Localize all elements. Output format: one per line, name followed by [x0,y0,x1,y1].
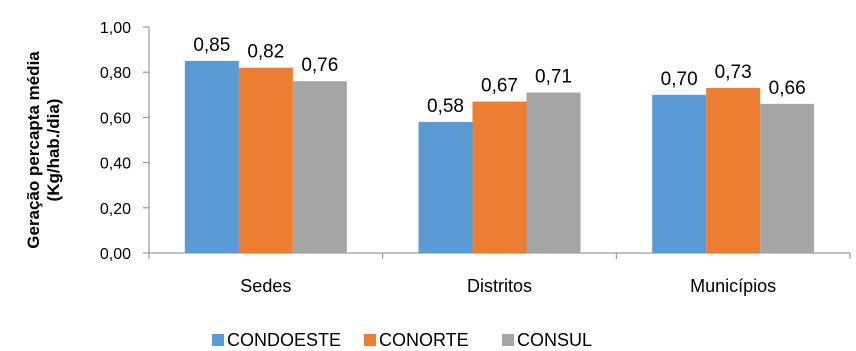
bar-conorte-0 [238,67,293,254]
bars: 0,85 0,82 0,76 Sedes 0,58 0,67 0,71 Distritos 0,… [184,35,815,296]
bar-condoeste-2 [652,94,707,253]
y-axis-label-line1: Geração percapta média [24,51,43,249]
y-tick-label: 0,80 [100,65,131,82]
data-label: 0,76 [301,55,338,76]
legend-swatch-condoeste [212,334,224,346]
bar-conorte-2 [706,88,761,254]
y-axis-label-line2: (Kg/hab./dia) [44,99,63,202]
legend-swatch-conorte [364,334,376,346]
x-category-label: Municípios [690,276,776,296]
bar-consul-0 [292,81,347,254]
bar-condoeste-1 [418,121,473,253]
data-label: 0,66 [769,78,806,99]
y-tick-label: 0,20 [100,201,131,218]
x-category-label: Distritos [467,276,532,296]
legend-label: CONDOESTE [227,330,341,350]
data-label: 0,85 [193,35,230,56]
y-tick-label: 0,60 [100,110,131,127]
bar-consul-1 [526,92,581,253]
legend-swatch-consul [502,334,514,346]
data-label: 0,71 [535,67,572,88]
data-label: 0,82 [247,42,284,63]
y-tick-label: 0,00 [100,246,131,263]
legend-label: CONORTE [379,330,469,350]
bar-condoeste-0 [184,60,239,254]
x-category-label: Sedes [240,276,291,296]
bar-consul-2 [760,103,815,253]
legend-label: CONSUL [517,330,592,350]
y-tick-label: 0,40 [100,156,131,173]
data-label: 0,58 [427,96,464,117]
data-label: 0,73 [715,62,752,83]
data-label: 0,70 [661,69,698,90]
data-label: 0,67 [481,76,518,97]
bar-conorte-1 [472,101,527,253]
y-axis-label: Geração percapta média (Kg/hab./dia) [24,51,63,249]
y-tick-label: 1,00 [100,20,131,37]
legend: CONDOESTE CONORTE CONSUL [212,330,592,350]
